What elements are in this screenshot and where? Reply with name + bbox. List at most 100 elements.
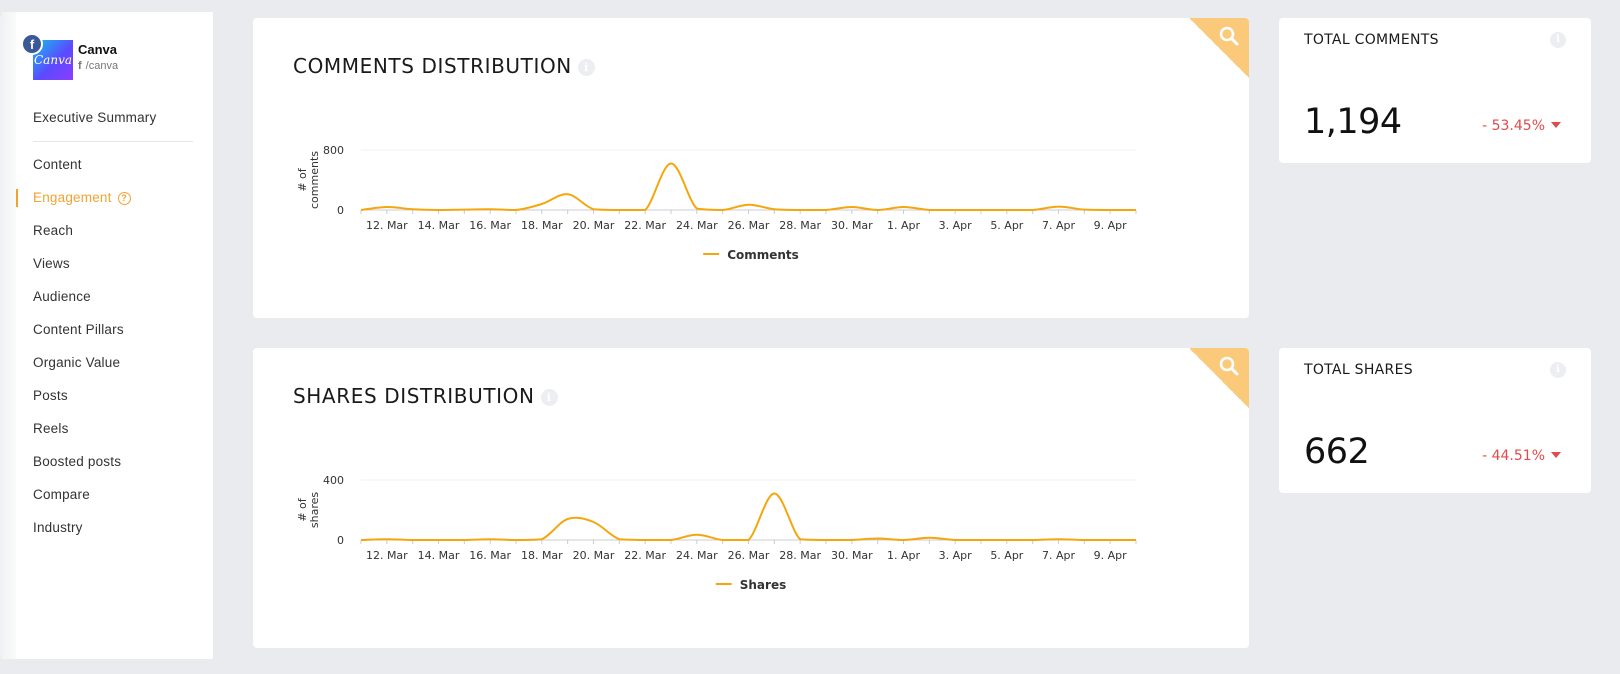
x-tick-label: 24. Mar bbox=[676, 219, 718, 232]
y-axis-label: # of comments bbox=[296, 151, 321, 209]
x-tick-label: 5. Apr bbox=[990, 219, 1023, 232]
x-tick-label: 16. Mar bbox=[469, 549, 511, 562]
sidebar-item-industry[interactable]: Industry bbox=[33, 517, 193, 550]
series-line bbox=[360, 162, 1136, 212]
x-tick-label: 20. Mar bbox=[573, 549, 615, 562]
shares-distribution-card: SHARES DISTRIBUTION i 0 400 # of shares 12. M… bbox=[253, 348, 1249, 648]
caret-down-icon bbox=[1551, 122, 1561, 128]
facebook-icon: f bbox=[21, 33, 43, 55]
sidebar-item-label: Compare bbox=[33, 487, 90, 502]
profile-handle: f/canva bbox=[78, 60, 118, 72]
sidebar-item-content-pillars[interactable]: Content Pillars bbox=[33, 319, 193, 352]
legend-label: Comments bbox=[727, 248, 799, 262]
x-tick-label: 30. Mar bbox=[831, 549, 873, 562]
total-comments-card: TOTAL COMMENTS i 1,194 - 53.45% bbox=[1279, 18, 1591, 163]
sidebar-item-label: Industry bbox=[33, 520, 83, 535]
x-tick-label: 26. Mar bbox=[728, 549, 770, 562]
info-icon[interactable]: i bbox=[1550, 362, 1566, 378]
x-tick-label: 3. Apr bbox=[939, 219, 972, 232]
search-icon bbox=[1219, 356, 1239, 376]
stat-change-text: - 53.45% bbox=[1482, 118, 1545, 134]
x-tick-label: 16. Mar bbox=[469, 219, 511, 232]
y-axis-label-line: shares bbox=[308, 492, 321, 528]
sidebar-item-label: Reels bbox=[33, 421, 69, 436]
help-icon[interactable]: ? bbox=[117, 192, 131, 205]
y-axis-label: # of shares bbox=[296, 492, 321, 528]
sidebar-item-audience[interactable]: Audience bbox=[33, 286, 193, 319]
x-tick-label: 12. Mar bbox=[366, 549, 408, 562]
legend-item[interactable]: Shares bbox=[715, 578, 786, 592]
y-axis-label-line: # of bbox=[296, 167, 309, 191]
sidebar-item-label: Content Pillars bbox=[33, 322, 124, 337]
x-tick-label: 20. Mar bbox=[573, 219, 615, 232]
x-tick-label: 7. Apr bbox=[1042, 219, 1075, 232]
legend-label: Shares bbox=[740, 578, 786, 592]
x-tick-label: 7. Apr bbox=[1042, 549, 1075, 562]
x-tick-label: 18. Mar bbox=[521, 549, 563, 562]
sidebar-item-label: Audience bbox=[33, 289, 91, 304]
x-tick-label: 28. Mar bbox=[779, 219, 821, 232]
sidebar: Canva f Canva f/canva Executive Summary … bbox=[16, 12, 213, 659]
info-icon[interactable]: i bbox=[1550, 32, 1566, 48]
y-tick-label: 0 bbox=[337, 204, 344, 217]
sidebar-item-posts[interactable]: Posts bbox=[33, 385, 193, 418]
x-tick-label: 1. Apr bbox=[887, 219, 920, 232]
sidebar-item-organic-value[interactable]: Organic Value bbox=[33, 352, 193, 385]
x-tick-label: 3. Apr bbox=[939, 549, 972, 562]
sidebar-item-views[interactable]: Views bbox=[33, 253, 193, 286]
x-tick-label: 26. Mar bbox=[728, 219, 770, 232]
x-tick-label: 14. Mar bbox=[418, 219, 460, 232]
zoom-corner[interactable] bbox=[1189, 18, 1249, 78]
card-title-text: SHARES DISTRIBUTION bbox=[293, 384, 535, 408]
profile-name: Canva bbox=[78, 42, 118, 57]
info-icon[interactable]: i bbox=[540, 389, 558, 406]
x-tick-label: 28. Mar bbox=[779, 549, 821, 562]
sidebar-item-reels[interactable]: Reels bbox=[33, 418, 193, 451]
sidebar-item-reach[interactable]: Reach bbox=[33, 220, 193, 253]
stat-value: 662 bbox=[1304, 432, 1370, 472]
sidebar-item-label: Views bbox=[33, 256, 70, 271]
x-tick-label: 30. Mar bbox=[831, 219, 873, 232]
x-tick-label: 14. Mar bbox=[418, 549, 460, 562]
sidebar-edge bbox=[0, 12, 16, 659]
x-tick-label: 24. Mar bbox=[676, 549, 718, 562]
total-shares-card: TOTAL SHARES i 662 - 44.51% bbox=[1279, 348, 1591, 493]
sidebar-item-label: Reach bbox=[33, 223, 74, 238]
x-tick-label: 9. Apr bbox=[1094, 549, 1127, 562]
sidebar-item-boosted-posts[interactable]: Boosted posts bbox=[33, 451, 193, 484]
comments-distribution-card: COMMENTS DISTRIBUTION i 0 800 # of comments 1… bbox=[253, 18, 1249, 318]
legend-item[interactable]: Comments bbox=[703, 248, 799, 262]
sidebar-item-content[interactable]: Content bbox=[33, 154, 193, 187]
sidebar-nav: Executive Summary Content Engagement? Re… bbox=[16, 107, 193, 550]
info-icon[interactable]: i bbox=[577, 59, 595, 76]
zoom-corner[interactable] bbox=[1189, 348, 1249, 408]
stat-change: - 53.45% bbox=[1482, 118, 1561, 134]
sidebar-item-compare[interactable]: Compare bbox=[33, 484, 193, 517]
sidebar-item-label: Executive Summary bbox=[33, 110, 157, 125]
y-tick-label: 0 bbox=[337, 534, 344, 547]
y-axis-label-line: comments bbox=[308, 151, 321, 209]
avatar: Canva bbox=[33, 40, 73, 80]
sidebar-item-executive-summary[interactable]: Executive Summary bbox=[33, 107, 193, 141]
nav-divider bbox=[33, 141, 193, 142]
x-tick-label: 9. Apr bbox=[1094, 219, 1127, 232]
sidebar-item-label: Posts bbox=[33, 388, 68, 403]
stat-title: TOTAL SHARES bbox=[1304, 362, 1413, 378]
y-axis-label-line: # of bbox=[296, 497, 309, 521]
y-tick-label: 400 bbox=[323, 474, 344, 487]
search-icon bbox=[1219, 26, 1239, 46]
card-title-text: COMMENTS DISTRIBUTION bbox=[293, 54, 572, 78]
sidebar-item-label: Organic Value bbox=[33, 355, 121, 370]
x-tick-label: 22. Mar bbox=[624, 549, 666, 562]
stat-change: - 44.51% bbox=[1482, 448, 1561, 464]
sidebar-item-label: Boosted posts bbox=[33, 454, 122, 469]
caret-down-icon bbox=[1551, 452, 1561, 458]
x-tick-label: 5. Apr bbox=[990, 549, 1023, 562]
x-tick-label: 22. Mar bbox=[624, 219, 666, 232]
sidebar-item-engagement[interactable]: Engagement? bbox=[16, 187, 193, 220]
sidebar-item-label: Content bbox=[33, 157, 82, 172]
profile-header[interactable]: Canva f Canva f/canva bbox=[21, 28, 203, 82]
stat-title: TOTAL COMMENTS bbox=[1304, 32, 1439, 48]
